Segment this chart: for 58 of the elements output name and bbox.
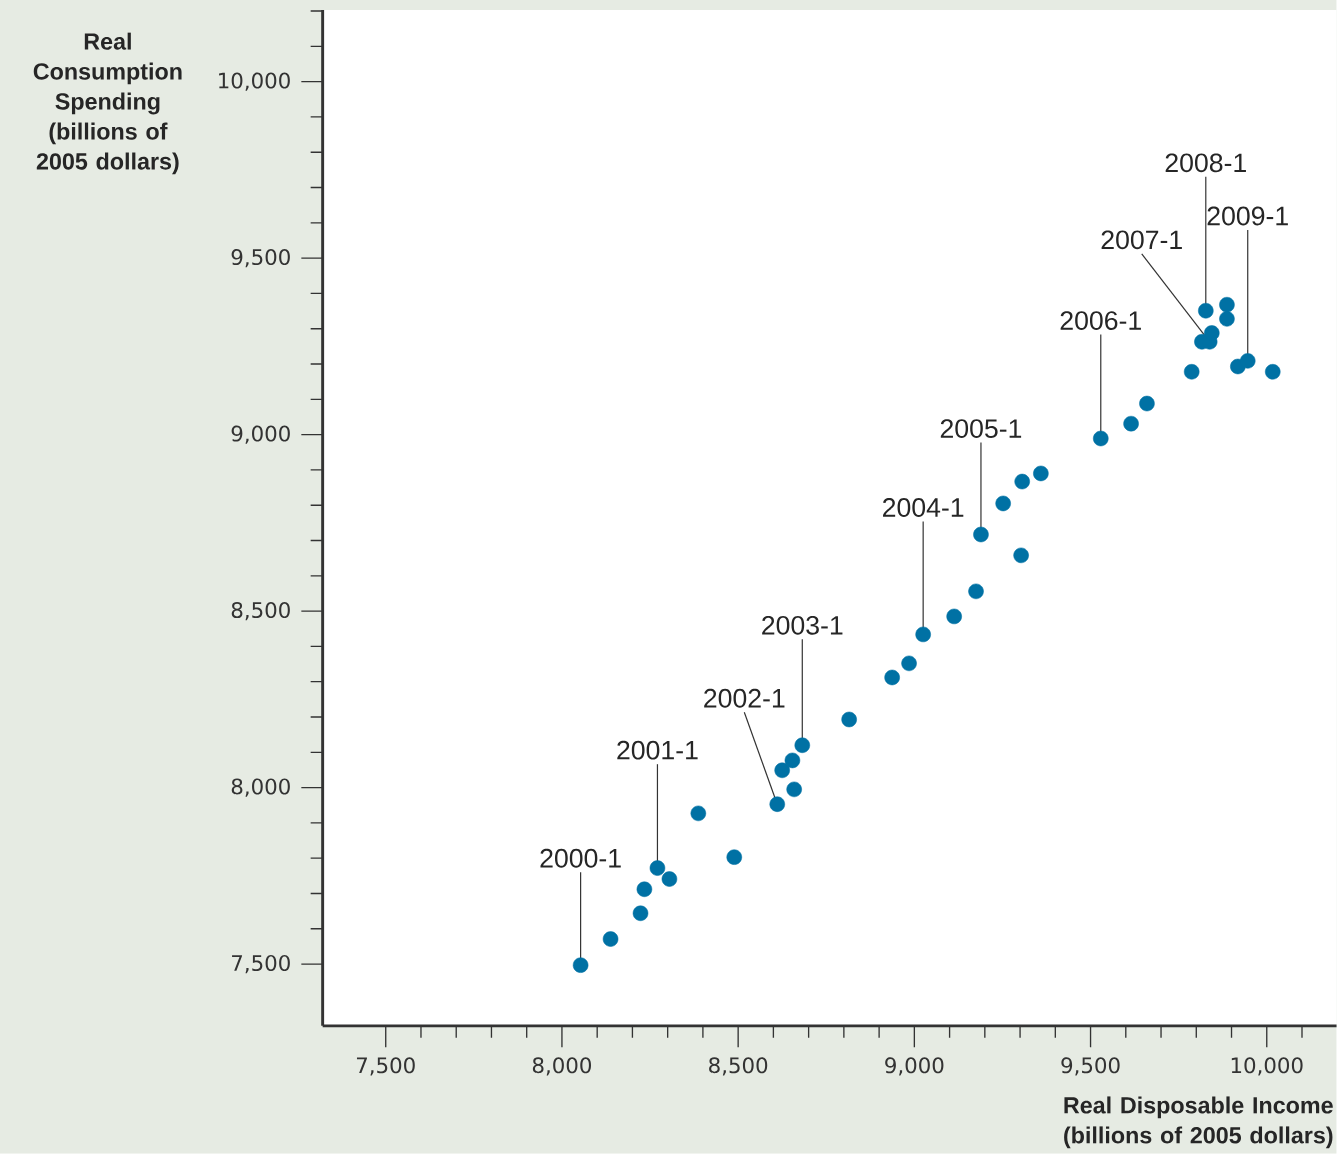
point <box>901 655 917 672</box>
point <box>632 905 649 922</box>
point <box>946 608 962 625</box>
point <box>1240 353 1256 369</box>
point <box>1014 473 1030 490</box>
point <box>1093 430 1109 447</box>
y-tick-label: 8,500 <box>231 602 290 621</box>
annotation: 2002-1 <box>704 688 785 708</box>
y-tick-label: 7,500 <box>232 955 290 974</box>
point <box>1183 364 1200 380</box>
y-tick-label: 10,000 <box>219 72 290 91</box>
point <box>1013 547 1029 564</box>
x-tick-label: 9,500 <box>1061 1057 1120 1076</box>
annotation: 2005-1 <box>940 419 1022 439</box>
y-tick-label: 9,000 <box>231 425 290 444</box>
point <box>1123 416 1139 432</box>
annotation: 2000-1 <box>540 848 621 868</box>
point <box>968 583 984 600</box>
x-tick-label: 7,500 <box>356 1057 415 1076</box>
point <box>572 957 589 974</box>
point <box>1219 297 1235 313</box>
annotation: 2001-1 <box>617 740 698 760</box>
point <box>1198 303 1214 319</box>
point <box>774 762 790 779</box>
point <box>649 860 666 876</box>
point <box>636 881 653 898</box>
point <box>973 526 989 543</box>
point <box>784 752 801 769</box>
point <box>995 495 1011 512</box>
point <box>786 781 802 798</box>
point <box>769 796 785 813</box>
point <box>915 626 931 643</box>
x-tick-label: 10,000 <box>1231 1057 1303 1076</box>
point <box>661 871 678 887</box>
x-tick-label: 8,500 <box>709 1057 768 1076</box>
point <box>841 711 857 728</box>
annotation: 2007-1 <box>1101 230 1182 250</box>
point <box>726 849 742 865</box>
y-tick-label: 8,000 <box>231 778 290 797</box>
point <box>1265 364 1281 380</box>
x-tick-label: 8,000 <box>532 1057 592 1076</box>
point <box>1139 395 1155 412</box>
point <box>794 737 811 754</box>
point <box>690 805 707 822</box>
point <box>884 669 900 686</box>
point <box>1219 311 1235 327</box>
annotation: 2003-1 <box>762 616 843 635</box>
x-tick-label: 9,000 <box>885 1057 944 1076</box>
x-axis-title: Real Disposable Income (billions of 2005 dollars) <box>1064 1096 1333 1149</box>
annotation: 2006-1 <box>1060 311 1141 331</box>
annotation: 2009-1 <box>1207 206 1288 226</box>
y-axis-title: Real Consumption Spending (billions of 2005 dollars) <box>33 32 182 175</box>
point <box>1204 325 1220 341</box>
point <box>1033 465 1049 482</box>
annotation: 2004-1 <box>883 498 964 518</box>
annotation: 2008-1 <box>1165 153 1246 173</box>
y-tick-label: 9,500 <box>231 249 290 268</box>
point <box>602 931 619 947</box>
